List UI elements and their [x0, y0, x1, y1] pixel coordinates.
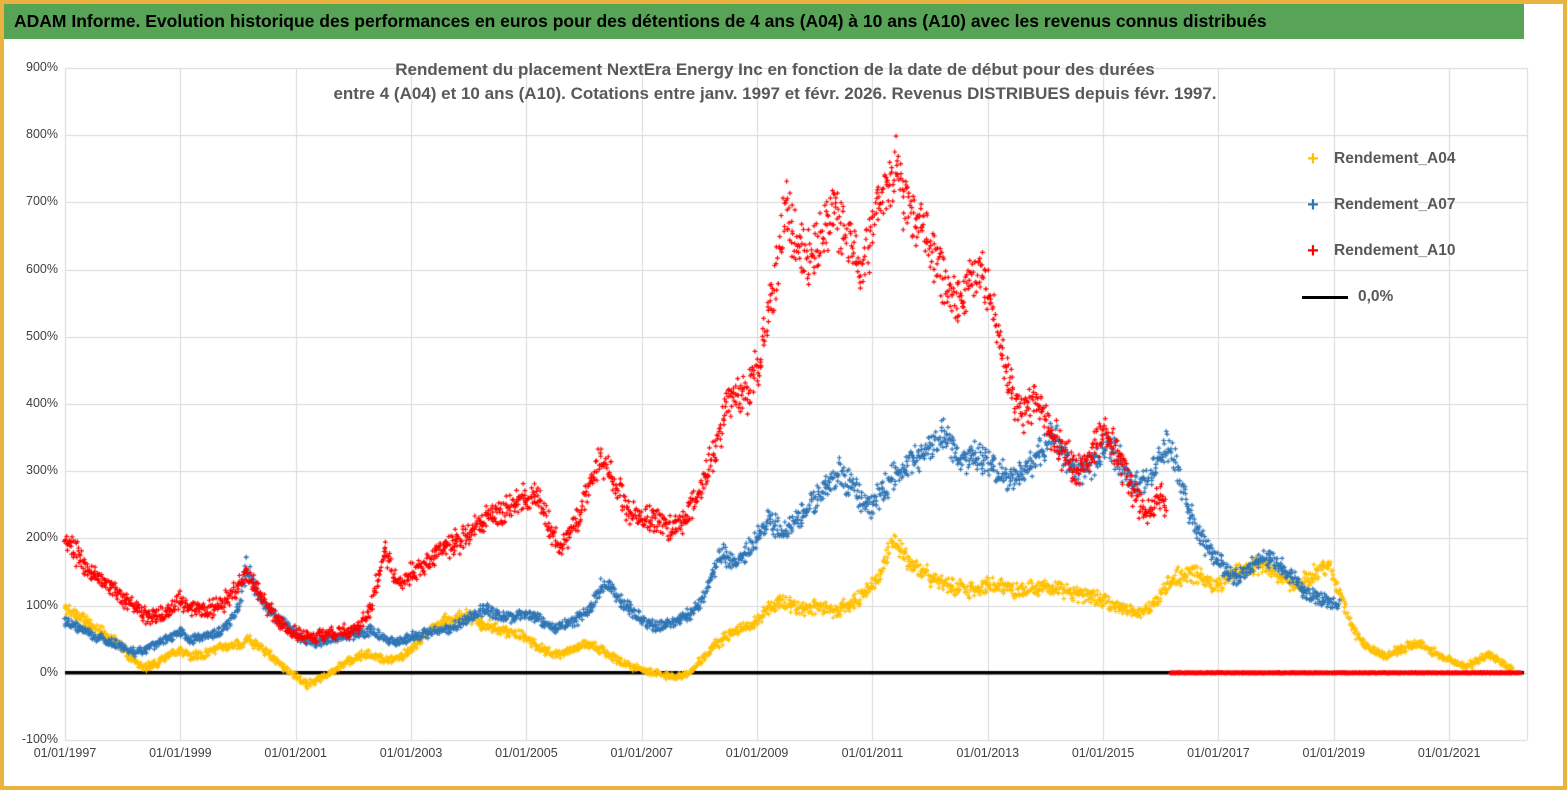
plus-marker-a04-icon: + — [1307, 148, 1319, 170]
legend-label-a07: Rendement_A07 — [1334, 196, 1456, 213]
legend-label-a10: Rendement_A10 — [1334, 242, 1456, 259]
x-tick-label: 01/01/2009 — [725, 746, 789, 760]
x-tick-label: 01/01/2007 — [610, 746, 673, 760]
zero-line-icon — [1302, 295, 1348, 299]
x-tick-label: 01/01/1997 — [33, 746, 97, 760]
x-tick-label: 01/01/2019 — [1302, 746, 1366, 760]
x-tick-label: 01/01/2001 — [264, 746, 327, 760]
y-tick-label: -100% — [21, 732, 58, 746]
y-tick-label: 900% — [26, 60, 58, 74]
x-tick-label: 01/01/2015 — [1071, 746, 1135, 760]
y-tick-label: 0% — [39, 664, 58, 679]
plus-marker-a10-icon: + — [1307, 240, 1319, 262]
x-tick-label: 01/01/2013 — [956, 746, 1020, 760]
x-tick-label: 01/01/1999 — [149, 746, 212, 760]
legend-item-a04: + Rendement_A04 — [1302, 136, 1455, 182]
chart-title-line1: Rendement du placement NextEra Energy In… — [395, 60, 1155, 79]
y-tick-label: 500% — [26, 328, 58, 343]
legend-label-a04: Rendement_A04 — [1334, 150, 1456, 167]
plus-marker-a07-icon: + — [1307, 194, 1319, 216]
y-tick-label: 600% — [26, 261, 58, 276]
x-tick-label: 01/01/2003 — [379, 746, 443, 760]
x-tick-label: 01/01/2021 — [1417, 746, 1481, 760]
y-tick-label: 300% — [26, 463, 58, 478]
legend-item-zero-line: 0,0% — [1302, 274, 1455, 320]
y-tick-label: 200% — [26, 530, 58, 545]
x-tick-label: 01/01/2017 — [1187, 746, 1250, 760]
x-tick-label: 01/01/2011 — [841, 746, 904, 760]
legend-item-a07: + Rendement_A07 — [1302, 182, 1455, 228]
legend: + Rendement_A04 + Rendement_A07 + Rendem… — [1302, 136, 1455, 320]
x-tick-label: 01/01/2005 — [495, 746, 558, 760]
y-tick-label: 700% — [26, 194, 58, 209]
y-tick-label: 400% — [26, 396, 58, 410]
y-tick-label: 800% — [26, 127, 58, 142]
y-tick-label: 100% — [26, 597, 58, 612]
chart-title-line2: entre 4 (A04) et 10 ans (A10). Cotations… — [333, 84, 1217, 103]
chart-title: Rendement du placement NextEra Energy In… — [280, 58, 1270, 106]
legend-item-a10: + Rendement_A10 — [1302, 228, 1455, 274]
legend-label-zero: 0,0% — [1358, 288, 1394, 305]
